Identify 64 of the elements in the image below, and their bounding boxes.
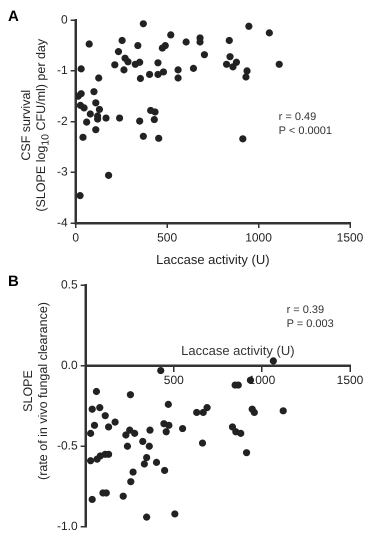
y-tick-label: -0.5 — [56, 438, 78, 453]
point — [140, 460, 148, 468]
annotation: P = 0.003 — [286, 318, 334, 330]
x-tick-label: 1500 — [336, 230, 364, 245]
y-tick-label: 0.0 — [60, 358, 78, 372]
point — [242, 449, 250, 456]
point — [122, 431, 130, 439]
point — [143, 454, 150, 462]
annotation: r = 0.49 — [278, 110, 316, 123]
y-tick-label: -4 — [57, 215, 68, 230]
y-tick-label: 0.5 — [60, 278, 78, 292]
point — [232, 428, 240, 436]
y-tick-label: 0 — [60, 12, 68, 27]
point — [87, 430, 94, 437]
point — [90, 422, 98, 429]
point — [92, 388, 100, 396]
x-axis-title: Laccase activity (U) — [181, 342, 295, 358]
y-tick-label: -2 — [57, 114, 68, 128]
y-axis-title: SLOPE (rate of in vivo fungal clearance) — [21, 302, 51, 480]
point — [198, 439, 206, 447]
point — [161, 466, 168, 474]
point — [131, 430, 138, 437]
point — [171, 510, 178, 518]
point — [280, 407, 287, 414]
point — [120, 492, 127, 500]
point — [127, 478, 134, 486]
y-tick-label: -1.0 — [56, 519, 78, 534]
point — [143, 514, 150, 521]
point — [139, 438, 146, 446]
point — [146, 426, 154, 434]
point — [88, 496, 96, 504]
chart-title: A — [8, 8, 19, 25]
point — [129, 468, 137, 476]
point — [203, 404, 211, 412]
point — [162, 428, 170, 436]
x-tick-label: 500 — [157, 230, 178, 245]
point — [157, 366, 164, 374]
point — [250, 408, 258, 416]
point — [112, 418, 119, 426]
point — [200, 408, 207, 416]
point — [152, 458, 160, 466]
point — [270, 357, 277, 364]
point — [193, 408, 200, 416]
point — [87, 457, 94, 464]
point — [96, 404, 104, 412]
point — [165, 422, 172, 429]
point — [178, 424, 186, 432]
point — [124, 442, 132, 450]
point — [102, 412, 109, 420]
x-tick-label: 500 — [164, 373, 184, 388]
y-tick-label: -3 — [57, 164, 68, 179]
x-axis-title: Laccase activity (U) — [156, 252, 270, 267]
x-tick-label: 1500 — [336, 373, 364, 388]
point — [146, 442, 153, 450]
y-tick-label: -1 — [57, 63, 68, 78]
x-tick-label: 1000 — [245, 230, 272, 245]
annotation: P < 0.0001 — [278, 124, 332, 137]
chart-title: B — [8, 273, 19, 290]
point — [228, 423, 236, 431]
annotation: r = 0.39 — [286, 304, 324, 316]
point — [164, 400, 172, 408]
point — [88, 406, 96, 413]
point — [104, 423, 112, 431]
point — [126, 391, 134, 398]
